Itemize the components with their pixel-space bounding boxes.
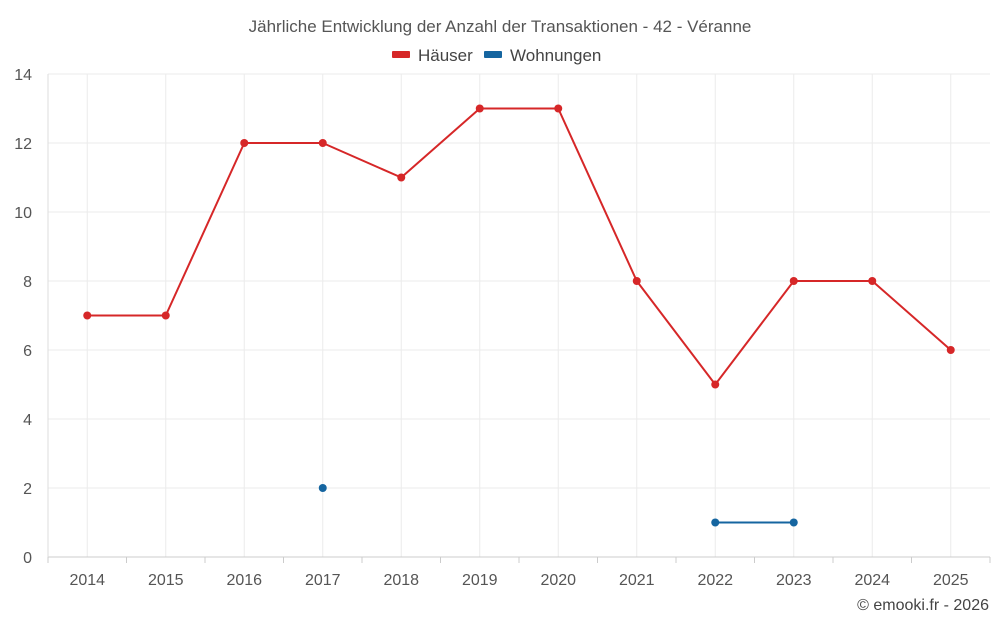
- data-point-haeuser-2024[interactable]: [868, 277, 877, 285]
- x-tick-label-2023: 2023: [776, 572, 812, 589]
- chart-title: Jährliche Entwicklung der Anzahl der Tra…: [249, 17, 752, 36]
- x-tick-label-2015: 2015: [148, 572, 184, 589]
- credit-text: © emooki.fr - 2026: [857, 597, 989, 614]
- y-tick-label-14: 14: [14, 67, 32, 84]
- series-wohnungen: [318, 484, 798, 527]
- y-tick-label-8: 8: [23, 274, 32, 291]
- data-point-haeuser-2020[interactable]: [554, 104, 563, 113]
- data-point-haeuser-2019[interactable]: [475, 104, 484, 113]
- x-tick-label-2020: 2020: [540, 572, 576, 589]
- y-tick-label-6: 6: [23, 343, 32, 360]
- y-tick-label-4: 4: [23, 412, 32, 429]
- x-tick-label-2019: 2019: [462, 572, 498, 589]
- x-tick-label-2014: 2014: [69, 572, 105, 589]
- grid-lines: [48, 73, 990, 557]
- legend-swatch-haeuser[interactable]: [392, 51, 410, 58]
- data-series: [83, 104, 955, 527]
- data-point-wohnungen-2023[interactable]: [789, 518, 798, 527]
- x-tick-label-2025: 2025: [933, 572, 969, 589]
- data-point-haeuser-2021[interactable]: [632, 277, 641, 285]
- data-point-wohnungen-2022[interactable]: [711, 518, 720, 527]
- x-tick-label-2016: 2016: [226, 572, 262, 589]
- data-point-wohnungen-2017[interactable]: [318, 484, 327, 492]
- y-tick-label-12: 12: [14, 136, 32, 153]
- data-point-haeuser-2025[interactable]: [946, 346, 955, 354]
- data-point-haeuser-2017[interactable]: [318, 139, 327, 147]
- x-tick-label-2018: 2018: [383, 572, 419, 589]
- axes: [47, 74, 991, 563]
- x-tick-label-2021: 2021: [619, 572, 655, 589]
- data-point-haeuser-2022[interactable]: [711, 380, 720, 389]
- x-tick-label-2022: 2022: [697, 572, 733, 589]
- data-point-haeuser-2023[interactable]: [789, 277, 798, 285]
- series-line-haeuser-0: [87, 107, 952, 386]
- chart-legend: Häuser Wohnungen: [392, 46, 601, 65]
- series-haeuser: [83, 104, 955, 389]
- legend-swatch-wohnungen[interactable]: [484, 51, 502, 58]
- y-tick-label-2: 2: [23, 481, 32, 498]
- y-axis-ticks: 0 2 4 6 8 10 12 14: [14, 67, 32, 567]
- x-tick-label-2024: 2024: [854, 572, 890, 589]
- data-point-haeuser-2016[interactable]: [240, 139, 249, 147]
- x-axis-ticks: 2014 2015 2016 2017 2018 2019 2020 2021 2022 2023…: [69, 572, 968, 589]
- legend-label-haeuser[interactable]: Häuser: [418, 46, 473, 65]
- data-point-haeuser-2015[interactable]: [161, 311, 170, 320]
- y-tick-label-0: 0: [23, 550, 32, 567]
- legend-label-wohnungen[interactable]: Wohnungen: [510, 46, 601, 65]
- data-point-haeuser-2014[interactable]: [83, 311, 92, 320]
- y-tick-label-10: 10: [14, 205, 32, 222]
- x-tick-label-2017: 2017: [305, 572, 341, 589]
- data-point-haeuser-2018[interactable]: [397, 173, 406, 182]
